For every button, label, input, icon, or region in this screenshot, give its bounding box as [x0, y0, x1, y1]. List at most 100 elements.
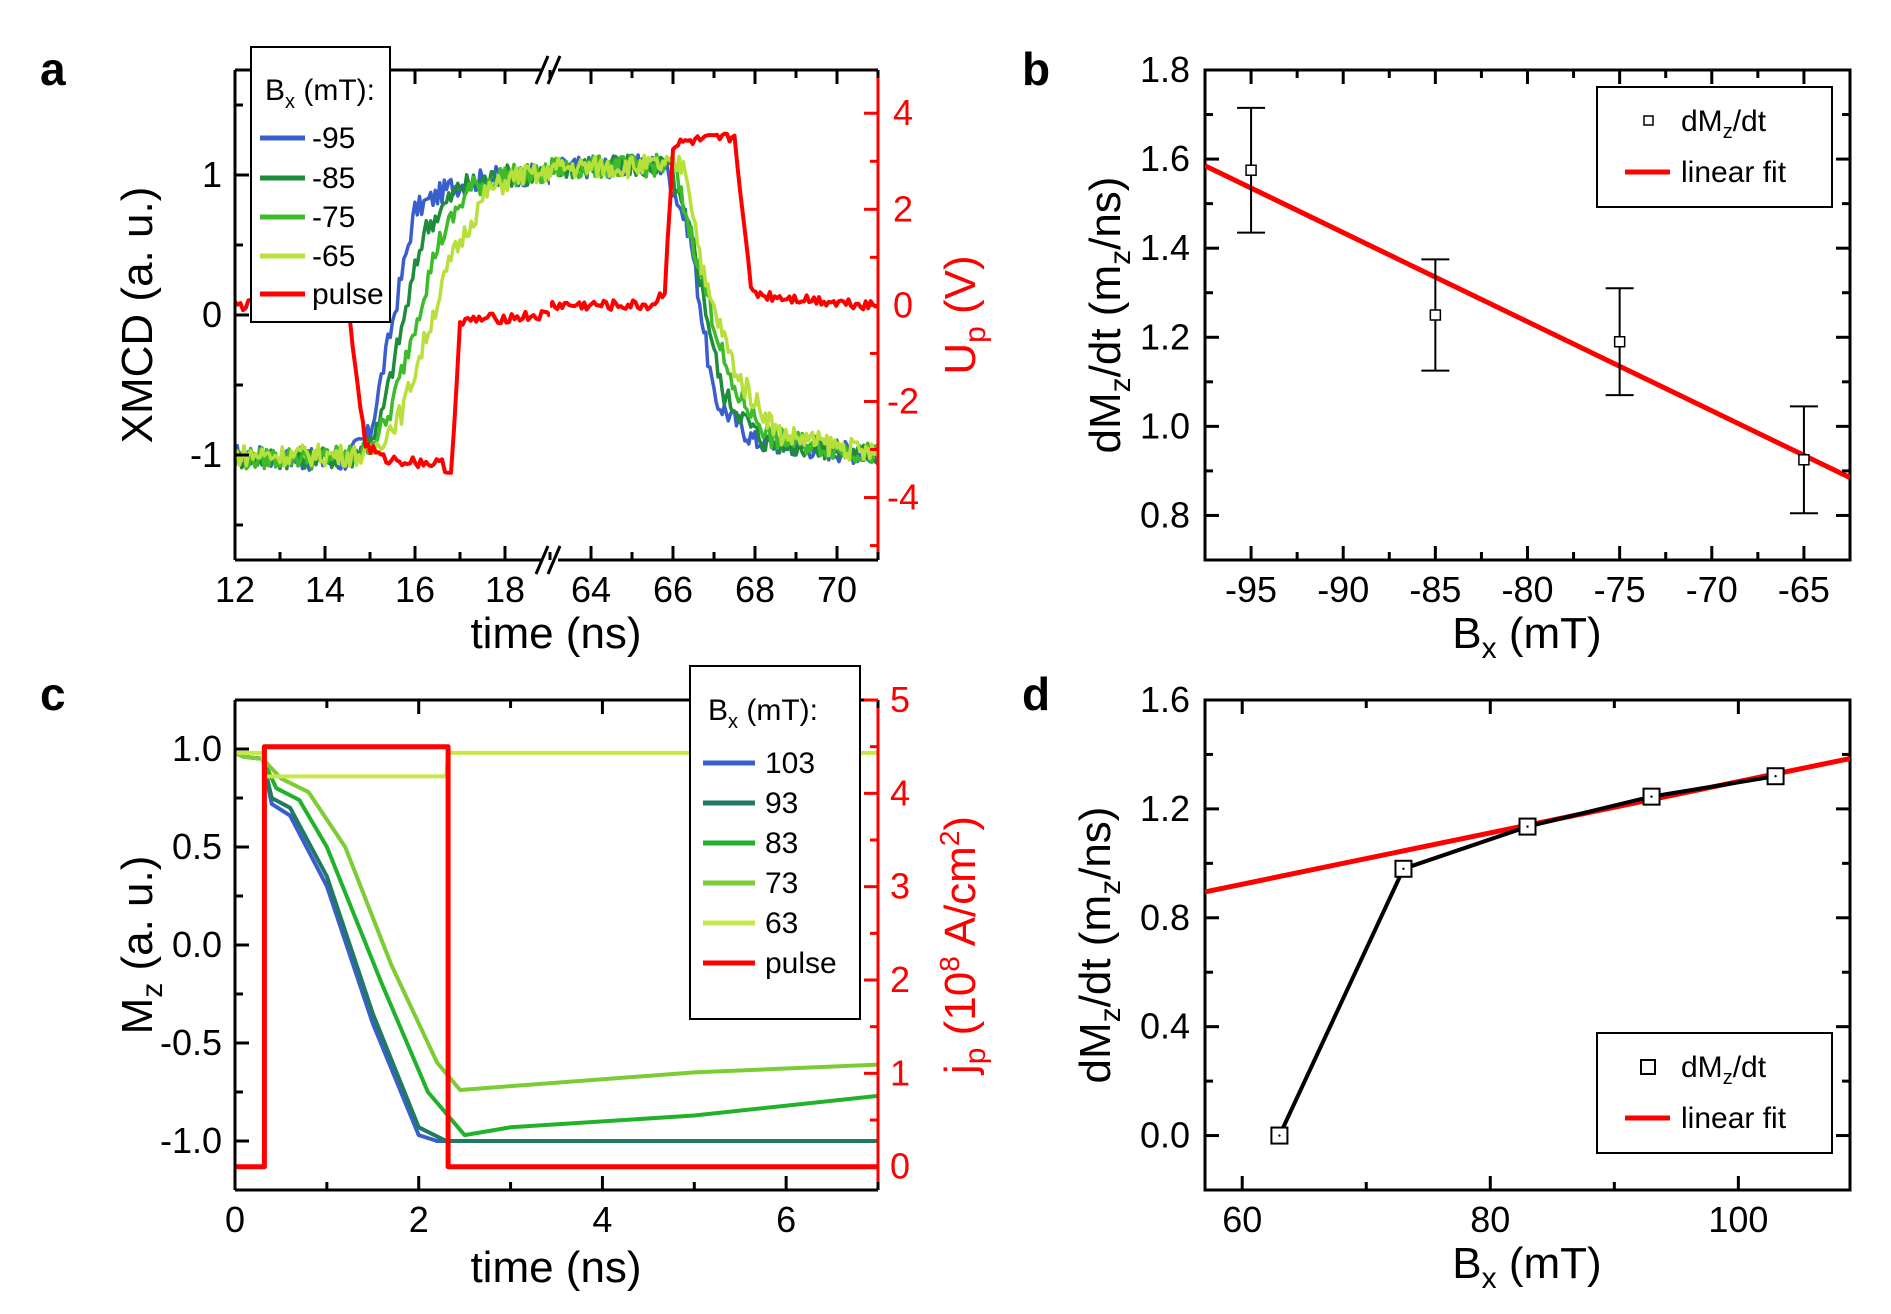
y-tick-label: 1.6	[1140, 679, 1190, 720]
panel-a-ylabel: XMCD (a. u.)	[113, 187, 162, 444]
x-tick-label: 18	[485, 569, 525, 610]
y-tick-label: 1	[202, 154, 222, 195]
panel-b-letter: b	[1022, 43, 1050, 95]
panel-a-y2label: Up (V)	[936, 255, 992, 374]
y2-tick-label: -2	[887, 380, 919, 421]
legend-label: 103	[765, 747, 815, 780]
legend-label: linear fit	[1681, 156, 1787, 189]
series-line-73	[235, 751, 878, 1092]
y-tick-label: 1.2	[1140, 788, 1190, 829]
x-tick-label: 16	[395, 569, 435, 610]
panel-a-legend-box	[250, 46, 391, 323]
x-tick-label: 2	[409, 1199, 429, 1240]
series-line--65	[550, 153, 878, 462]
x-tick-label: -70	[1686, 569, 1738, 610]
x-tick-label: -75	[1594, 569, 1646, 610]
panel-d: d 60 80 100 0.0 0.4 0.8 1.2 1.6 Bx (mT) dMz/dt …	[1022, 668, 1852, 1295]
data-point-dot	[1774, 775, 1777, 778]
legend-label: 83	[765, 827, 798, 860]
x-tick-label: 6	[776, 1199, 796, 1240]
x-tick-label: 4	[592, 1199, 612, 1240]
panel-d-legend-box	[1596, 1032, 1833, 1154]
data-point-dot	[1278, 1134, 1281, 1137]
panel-b-legend: dMz/dt linear fit	[1596, 86, 1833, 208]
y-tick-label: 0.8	[1140, 897, 1190, 938]
panel-b-ticks: -95 -90 -85 -80 -75 -70 -65 0.8 1.0 1.2 1.4 1.6 1.8	[1140, 49, 1850, 610]
legend-marker	[1640, 1059, 1656, 1075]
y2-tick-label: 2	[893, 188, 913, 229]
panel-d-frame	[1203, 698, 1852, 1192]
panel-b-marks	[1205, 106, 1850, 515]
panel-c-series	[235, 744, 878, 1170]
y-tick-label: 0.0	[1140, 1115, 1190, 1156]
y-tick-label: 1.8	[1140, 49, 1190, 90]
legend-label: pulse	[312, 278, 384, 311]
x-tick-label: 66	[653, 569, 693, 610]
y2-tick-label: 3	[890, 866, 910, 907]
y-tick-label: 1.0	[1140, 405, 1190, 446]
panel-a-series	[235, 131, 878, 475]
data-point	[1429, 309, 1442, 321]
data-point	[1613, 335, 1626, 348]
legend-label: -65	[312, 240, 355, 273]
fit-line	[1205, 163, 1850, 480]
legend-label: dMz/dt	[1681, 1051, 1767, 1089]
x-tick-label: 0	[225, 1199, 245, 1240]
panel-c-ylabel: Mz (a. u.)	[113, 856, 169, 1035]
panel-d-ticks: 60 80 100 0.0 0.4 0.8 1.2 1.6	[1140, 679, 1850, 1240]
panel-a-legend-title: Bx (mT):	[265, 74, 375, 113]
panel-a-legend: Bx (mT): -95 -85 -75 -65 pulse	[250, 46, 391, 323]
panel-c-legend: Bx (mT): 103 93 83 73 63 pulse	[689, 665, 861, 1020]
series-line-63	[235, 750, 878, 779]
panel-a-xlabel: time (ns)	[470, 609, 641, 658]
y-tick-label: -0.5	[160, 1022, 222, 1063]
panel-a-ticks: 12 14 16 18 64 66 68 70 -1 0 1 -4 -2 0 2 4	[190, 70, 919, 610]
panel-b-legend-box	[1596, 86, 1833, 208]
series-line-pulse	[550, 131, 878, 312]
legend-marker	[1643, 115, 1654, 126]
panel-b-ylabel: dMz/dt (mz/ns)	[1081, 177, 1137, 454]
x-tick-label: 70	[817, 569, 857, 610]
data-point-dot	[1526, 825, 1529, 828]
x-tick-label: -80	[1501, 569, 1553, 610]
panel-d-ylabel: dMz/dt (mz/ns)	[1071, 807, 1127, 1084]
legend-label: 93	[765, 787, 798, 820]
y-tick-label: 0.0	[172, 924, 222, 965]
x-tick-label: 80	[1470, 1199, 1510, 1240]
x-tick-label: -90	[1317, 569, 1369, 610]
y-tick-label: 1.4	[1140, 227, 1190, 268]
x-tick-label: 100	[1708, 1199, 1768, 1240]
y2-tick-label: 5	[890, 679, 910, 720]
x-tick-label: -85	[1409, 569, 1461, 610]
x-tick-label: -65	[1778, 569, 1830, 610]
panel-b-xlabel: Bx (mT)	[1452, 609, 1601, 665]
series-line--65	[235, 162, 550, 468]
y-tick-label: -1	[190, 434, 222, 475]
y-tick-label: 0	[202, 294, 222, 335]
x-tick-label: 64	[571, 569, 611, 610]
x-tick-label: 68	[735, 569, 775, 610]
x-tick-label: -95	[1225, 569, 1277, 610]
y-tick-label: 0.4	[1140, 1006, 1190, 1047]
y-tick-label: 1.2	[1140, 316, 1190, 357]
panel-c-letter: c	[40, 668, 66, 720]
y2-tick-label: 0	[890, 1146, 910, 1187]
y2-tick-label: 0	[893, 284, 913, 325]
series-line-pulse	[235, 744, 878, 1170]
legend-label: -75	[312, 201, 355, 234]
legend-label: -85	[312, 162, 355, 195]
panel-d-legend: dMz/dt linear fit	[1596, 1032, 1833, 1154]
legend-label: 63	[765, 907, 798, 940]
panel-a-frame	[233, 68, 880, 562]
panel-b: b -95 -90 -85 -80 -75 -70 -65 0.8 1.0 1.2 1.4 1.6 1.…	[1022, 43, 1852, 665]
legend-label: pulse	[765, 947, 837, 980]
y-tick-label: 0.8	[1140, 494, 1190, 535]
y2-tick-label: 2	[890, 959, 910, 1000]
y2-tick-label: 4	[890, 772, 910, 813]
data-point-dot	[1650, 795, 1653, 798]
legend-label: 73	[765, 867, 798, 900]
y-tick-label: -1.0	[160, 1120, 222, 1161]
